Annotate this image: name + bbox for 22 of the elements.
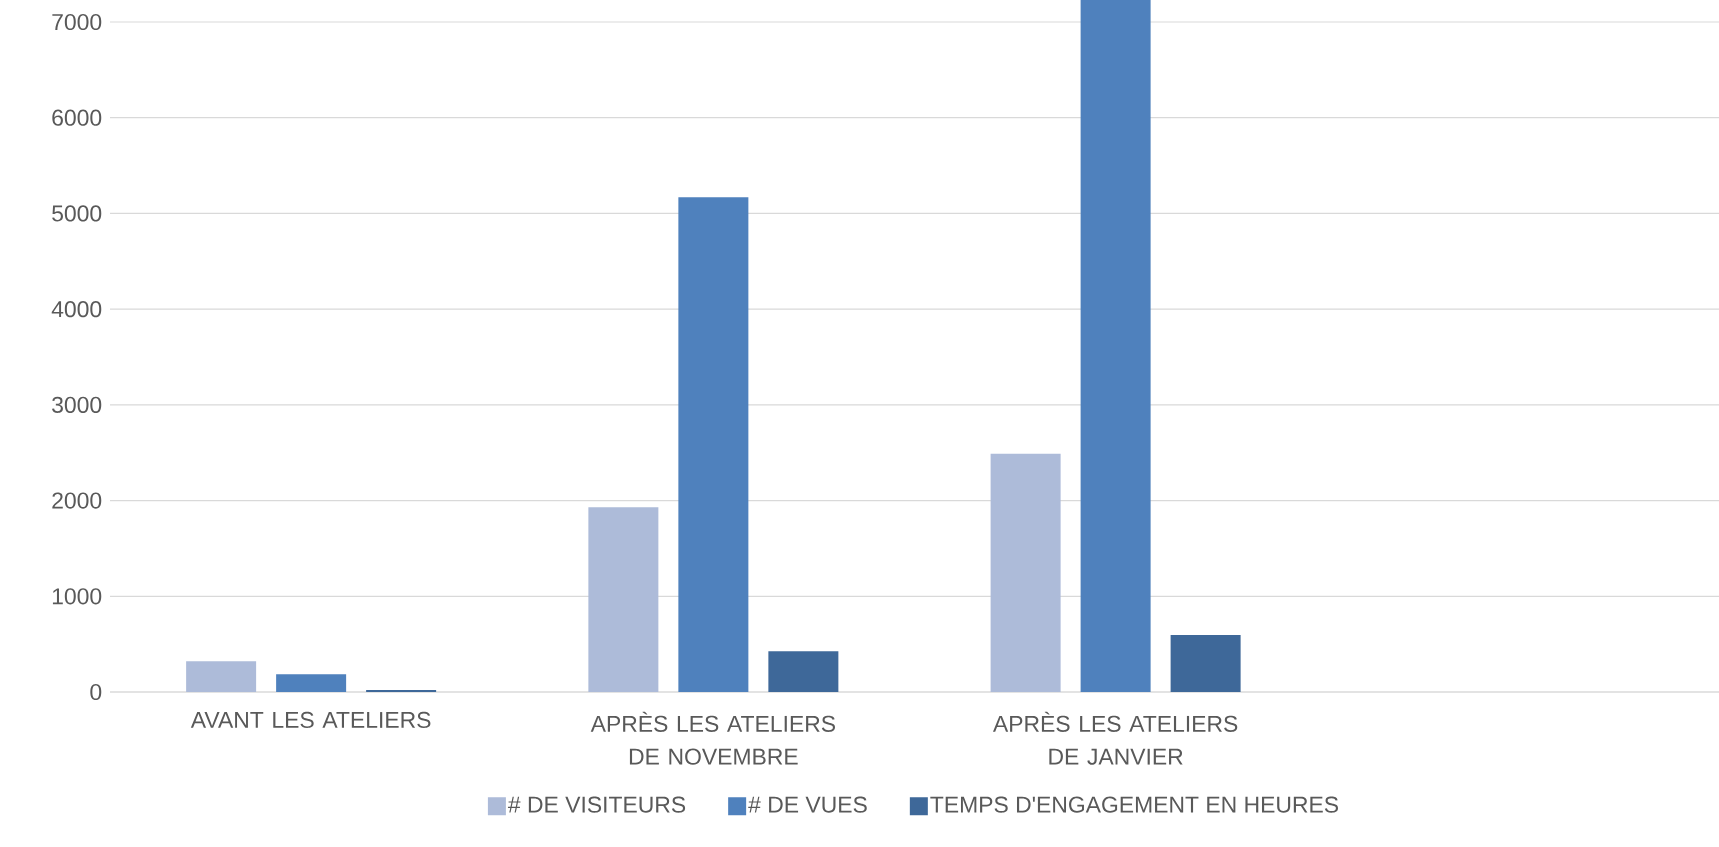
legend-label: # DE VISITEURS <box>507 796 686 813</box>
bar <box>1170 635 1241 692</box>
bar <box>678 197 749 692</box>
x-tick-label: APRÈS LES ATELIERS DE JANVIER <box>992 711 1238 765</box>
y-tick-label: 7000 <box>52 13 102 31</box>
legend-label: TEMPS D'ENGAGEMENT EN HEURES <box>930 796 1338 813</box>
y-tick-label: 0 <box>90 683 102 701</box>
bar <box>990 453 1061 692</box>
x-tick-label: APRÈS LES ATELIERS DE NOVEMBRE <box>590 711 835 765</box>
y-tick-label: 6000 <box>52 109 102 126</box>
bar <box>276 674 347 692</box>
y-tick-label: 4000 <box>51 301 102 318</box>
bar <box>186 661 257 692</box>
bar <box>768 651 839 692</box>
x-tick-label: AVANT LES ATELIERS <box>190 711 431 729</box>
y-tick-label: 1000 <box>52 588 102 605</box>
y-tick-label: 2000 <box>52 492 102 509</box>
bar <box>1080 0 1151 692</box>
y-tick-label: 3000 <box>52 396 102 413</box>
y-tick-label: 5000 <box>52 205 102 222</box>
bar <box>588 507 659 692</box>
legend-label: # DE VUES <box>748 796 867 813</box>
